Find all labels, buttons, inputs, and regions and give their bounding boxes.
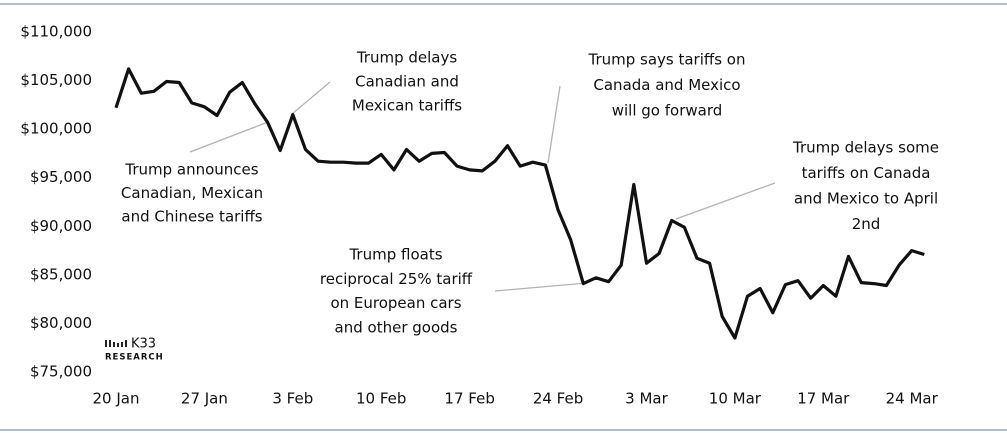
annotation-text: 2nd (852, 215, 881, 233)
x-tick-label: 24 Mar (886, 390, 939, 408)
y-tick-label: $90,000 (30, 217, 92, 235)
annotation-text: will go forward (612, 102, 723, 120)
annotation-text: tariffs on Canada (802, 164, 931, 182)
logo-icon (105, 340, 127, 347)
y-tick-label: $75,000 (30, 363, 92, 381)
y-tick-label: $105,000 (20, 71, 92, 89)
annotation-text: and Mexico to April (794, 190, 938, 208)
leaders (189, 81, 776, 292)
logo-name: K33 (131, 337, 156, 352)
annotation-text: Trump says tariffs on (587, 51, 745, 69)
y-tick-label: $95,000 (30, 168, 92, 186)
logo: K33 RESEARCH (105, 337, 164, 363)
annotation-text: and Chinese tariffs (121, 208, 262, 226)
x-tick-label: 20 Jan (93, 390, 140, 408)
annotation-text: Trump delays some (792, 139, 939, 157)
y-tick-label: $100,000 (20, 120, 92, 138)
leader-line (189, 121, 269, 153)
x-tick-label: 24 Feb (533, 390, 583, 408)
annotation-text: reciprocal 25% tariff (320, 270, 473, 288)
logo-sub: RESEARCH (105, 353, 164, 363)
y-tick-label: $110,000 (20, 23, 92, 41)
annotation-text: on European cars (330, 294, 461, 312)
x-tick-label: 3 Mar (625, 390, 668, 408)
x-tick-label: 27 Jan (181, 390, 228, 408)
x-tick-label: 3 Feb (272, 390, 313, 408)
x-tick-label: 10 Feb (356, 390, 406, 408)
leader-line (675, 182, 776, 220)
leader-line (547, 85, 561, 164)
x-tick-label: 10 Mar (709, 390, 762, 408)
x-tick-label: 17 Feb (444, 390, 494, 408)
annotation-text: Trump floats (348, 246, 442, 264)
annotation-text: Canada and Mexico (593, 76, 740, 94)
annotation-text: and other goods (335, 318, 458, 336)
annotation-text: Mexican tariffs (352, 97, 462, 115)
annotation-text: Canadian and (355, 73, 459, 91)
leader-line (494, 282, 588, 292)
leader-line (291, 81, 331, 115)
y-tick-label: $80,000 (30, 314, 92, 332)
annotation-text: Trump announces (124, 161, 258, 179)
y-tick-label: $85,000 (30, 265, 92, 283)
x-tick-label: 17 Mar (797, 390, 850, 408)
annotation-text: Canadian, Mexican (121, 184, 263, 202)
annotation-text: Trump delays (356, 49, 458, 67)
price-line (114, 67, 925, 340)
